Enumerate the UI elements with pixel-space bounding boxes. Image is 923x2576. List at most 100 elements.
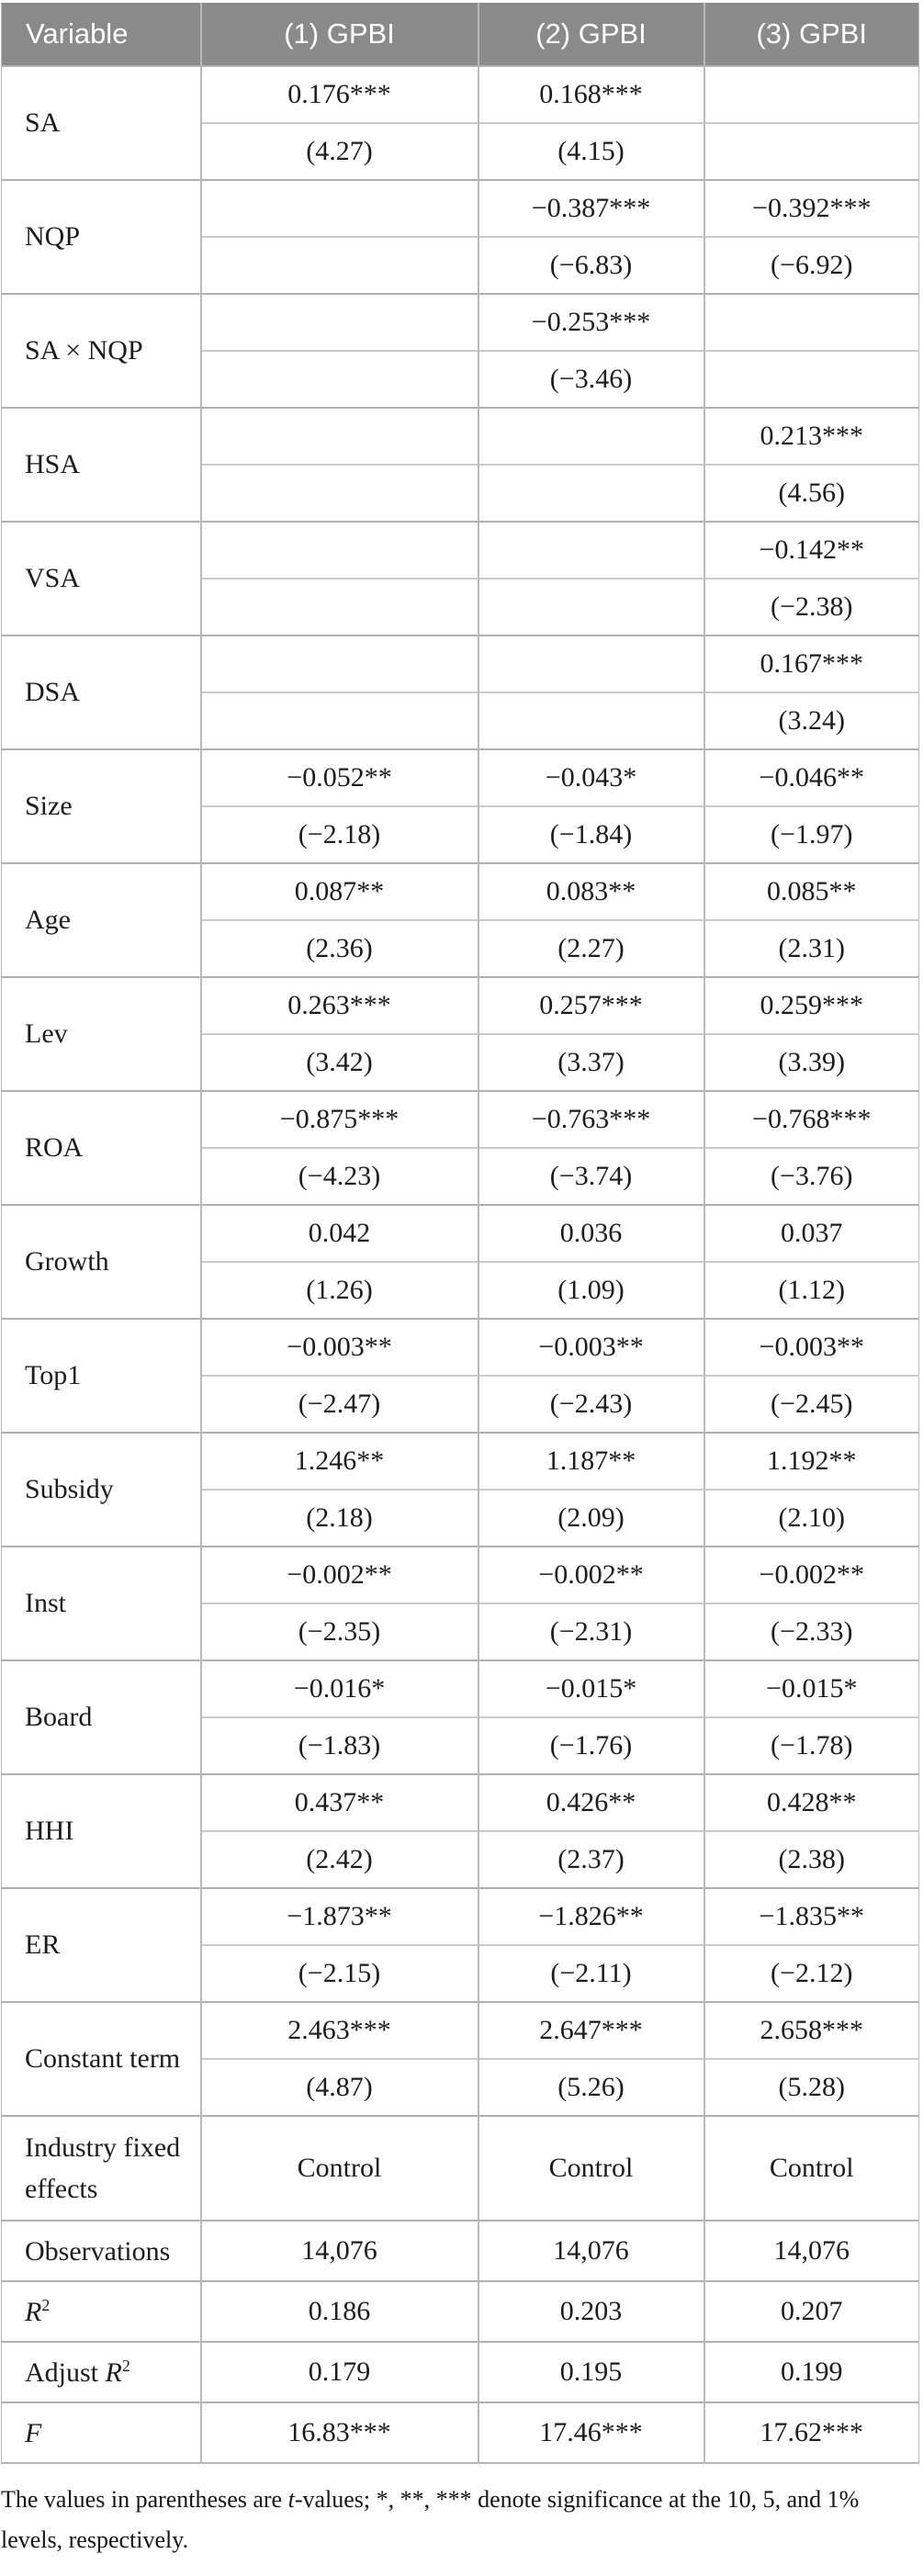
- table-row: (−3.46): [2, 350, 919, 408]
- coef-cell: 1.246**: [200, 1432, 479, 1490]
- table-row: SA × NQP −0.253***: [1, 293, 919, 408]
- variable-label: HHI: [1, 1773, 202, 1888]
- tvalue-cell: [478, 578, 705, 636]
- variable-label: VSA: [1, 521, 202, 636]
- tvalue-cell: (−2.33): [704, 1603, 919, 1660]
- coef-cell: 0.083**: [478, 862, 705, 920]
- tvalue-cell: (2.27): [478, 919, 705, 977]
- summary-value: 14,076: [200, 2220, 479, 2281]
- coef-cell: [200, 179, 479, 237]
- table-row: (1.26) (1.09) (1.12): [2, 1261, 919, 1319]
- tvalue-cell: [200, 350, 479, 408]
- tvalue-cell: (5.26): [478, 2058, 705, 2116]
- tvalue-cell: (−2.43): [478, 1375, 705, 1433]
- variable-label: Growth: [1, 1204, 202, 1319]
- coef-cell: 0.036: [478, 1204, 705, 1262]
- table-row: Top1 −0.003** −0.003** −0.003**: [1, 1318, 919, 1433]
- table-row: (4.87) (5.26) (5.28): [2, 2058, 919, 2116]
- summary-label: Industry fixed effects: [1, 2115, 202, 2221]
- table-row: (−2.38): [2, 578, 919, 636]
- tvalue-cell: (−2.38): [704, 578, 919, 636]
- table-row: Adjust R2 0.179 0.195 0.199: [1, 2341, 919, 2402]
- table-row: (4.56): [2, 464, 919, 522]
- coef-cell: [478, 407, 705, 465]
- column-header-model-1: (1) GPBI: [200, 3, 479, 67]
- coef-cell: 0.428**: [704, 1773, 919, 1831]
- variable-label: NQP: [1, 179, 202, 294]
- table-row: (2.18) (2.09) (2.10): [2, 1489, 919, 1547]
- tvalue-cell: [200, 692, 479, 749]
- summary-value: 0.179: [200, 2341, 479, 2402]
- coef-cell: 0.213***: [704, 407, 919, 465]
- text-part: Adjust: [25, 2357, 106, 2388]
- tvalue-cell: (2.31): [704, 919, 919, 977]
- coef-cell: −0.768***: [704, 1090, 919, 1148]
- variable-label: ER: [1, 1887, 202, 2002]
- table-container: Variable (1) GPBI (2) GPBI (3) GPBI SA 0.…: [1, 3, 919, 2464]
- tvalue-cell: (−2.31): [478, 1603, 705, 1660]
- coef-cell: 2.658***: [704, 2001, 919, 2059]
- coef-cell: 0.042: [200, 1204, 479, 1262]
- coef-cell: 0.437**: [200, 1773, 479, 1831]
- table-row: NQP −0.387*** −0.392***: [1, 179, 919, 294]
- tvalue-cell: (4.56): [704, 464, 919, 522]
- tvalue-cell: (−1.83): [200, 1716, 479, 1774]
- table-row: (−4.23) (−3.74) (−3.76): [2, 1147, 919, 1205]
- coef-cell: −0.003**: [704, 1318, 919, 1376]
- table-row: (3.24): [2, 692, 919, 749]
- tvalue-cell: (2.37): [478, 1830, 705, 1888]
- tvalue-cell: (3.37): [478, 1033, 705, 1091]
- summary-value: Control: [704, 2115, 919, 2221]
- coef-cell: 0.168***: [478, 65, 705, 123]
- table-row: HHI 0.437** 0.426** 0.428**: [1, 1773, 919, 1888]
- tvalue-cell: (−1.97): [704, 805, 919, 863]
- tvalue-cell: [200, 578, 479, 636]
- tvalue-cell: (−2.15): [200, 1944, 479, 2002]
- coef-cell: −0.003**: [478, 1318, 705, 1376]
- table-row: (−2.15) (−2.11) (−2.12): [2, 1944, 919, 2002]
- summary-label: Observations: [1, 2220, 202, 2281]
- tvalue-cell: (1.12): [704, 1261, 919, 1319]
- table-row: ROA −0.875*** −0.763*** −0.768***: [1, 1090, 919, 1205]
- tvalue-cell: (−2.18): [200, 805, 479, 863]
- text-part: -values; *, **, *** denote significance …: [1, 2486, 860, 2553]
- tvalue-cell: (3.42): [200, 1033, 479, 1091]
- variable-label: Constant term: [1, 2001, 202, 2116]
- text-part: 2: [41, 2295, 51, 2314]
- table-row: F 16.83*** 17.46*** 17.62***: [1, 2402, 919, 2463]
- summary-value: 14,076: [704, 2220, 919, 2281]
- table-row: (−2.18) (−1.84) (−1.97): [2, 805, 919, 863]
- coef-cell: [478, 635, 705, 692]
- table-row: Observations 14,076 14,076 14,076: [1, 2220, 919, 2281]
- table-row: R2 0.186 0.203 0.207: [1, 2280, 919, 2342]
- coef-cell: −0.002**: [704, 1546, 919, 1603]
- variable-label: SA × NQP: [1, 293, 202, 408]
- variable-label: Inst: [1, 1546, 202, 1660]
- column-header-model-2: (2) GPBI: [478, 3, 705, 67]
- summary-value: 0.199: [704, 2341, 919, 2402]
- summary-label: Adjust R2: [1, 2341, 202, 2402]
- coef-cell: −0.392***: [704, 179, 919, 237]
- table-row: (4.27) (4.15): [2, 122, 919, 180]
- table-row: (2.36) (2.27) (2.31): [2, 919, 919, 977]
- summary-value: 17.62***: [704, 2402, 919, 2463]
- coef-cell: −0.046**: [704, 748, 919, 806]
- tvalue-cell: (−1.78): [704, 1716, 919, 1774]
- table-row: (−1.83) (−1.76) (−1.78): [2, 1716, 919, 1774]
- coef-cell: [200, 521, 479, 579]
- coef-cell: −1.873**: [200, 1887, 479, 1945]
- text-part: The values in parentheses are: [1, 2486, 288, 2513]
- coef-cell: 0.087**: [200, 862, 479, 920]
- tvalue-cell: (1.26): [200, 1261, 479, 1319]
- summary-value: 14,076: [478, 2220, 705, 2281]
- coef-cell: 1.187**: [478, 1432, 705, 1490]
- tvalue-cell: (−1.84): [478, 805, 705, 863]
- coef-cell: −0.003**: [200, 1318, 479, 1376]
- tvalue-cell: (−2.12): [704, 1944, 919, 2002]
- text-part: R: [25, 2296, 42, 2327]
- table-row: HSA 0.213***: [1, 407, 919, 522]
- table-row: (2.42) (2.37) (2.38): [2, 1830, 919, 1888]
- tvalue-cell: (2.38): [704, 1830, 919, 1888]
- variable-label: Age: [1, 862, 202, 977]
- variable-label: Subsidy: [1, 1432, 202, 1547]
